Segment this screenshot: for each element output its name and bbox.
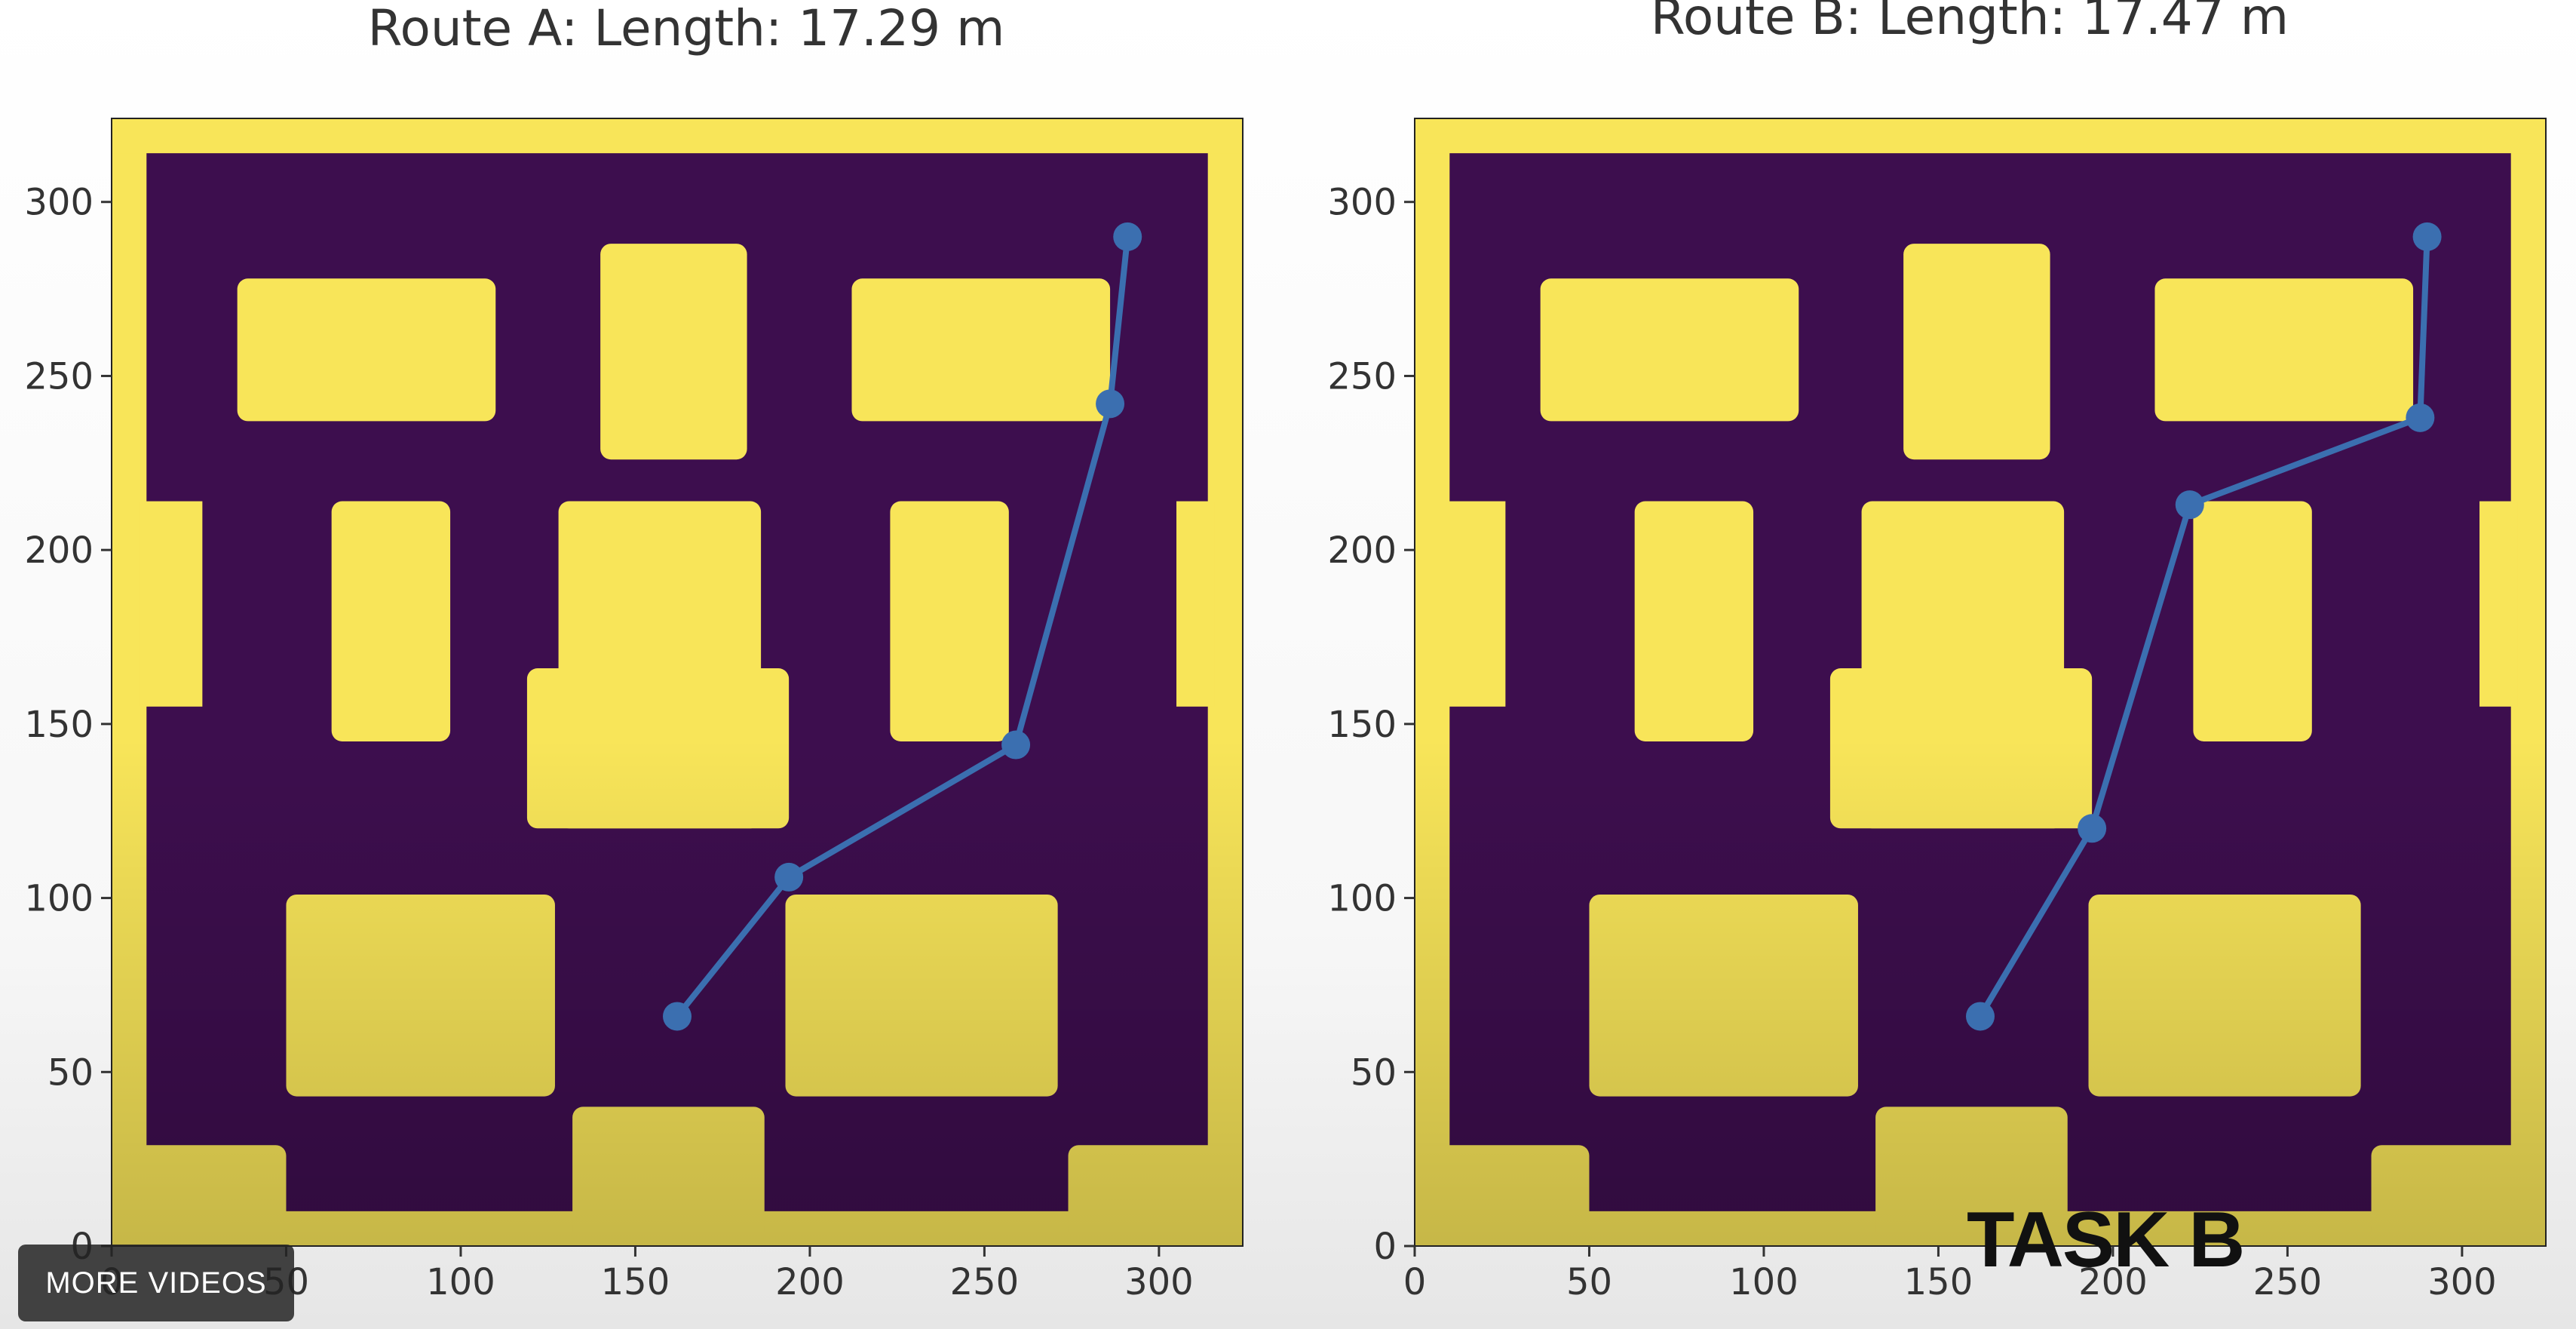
- task-label: TASK B: [1967, 1196, 2245, 1284]
- x-tick-label: 150: [1904, 1261, 1973, 1303]
- y-tick-label: 200: [24, 529, 94, 572]
- route-waypoint: [663, 1002, 692, 1031]
- route-waypoint: [2175, 490, 2204, 520]
- x-tick-label: 300: [1124, 1261, 1194, 1303]
- y-tick-label: 250: [24, 355, 94, 397]
- y-tick-label: 100: [1327, 878, 1397, 920]
- axes-frame: [1414, 118, 2547, 1247]
- route-waypoint: [774, 862, 804, 892]
- y-tick-label: 300: [24, 182, 94, 224]
- route-waypoint: [1001, 730, 1031, 760]
- chart-title: Route B: Length: 17.47 m: [1651, 0, 2289, 46]
- y-tick-label: 100: [24, 878, 94, 920]
- y-tick-label: 300: [1327, 182, 1397, 224]
- x-tick-label: 100: [426, 1261, 495, 1303]
- chart-panel-a: Route A: Length: 17.29 m0501001502002503…: [24, 0, 1244, 1303]
- route-waypoint: [1096, 389, 1125, 419]
- y-tick-label: 150: [1327, 704, 1397, 746]
- x-tick-label: 300: [2427, 1261, 2497, 1303]
- x-tick-label: 200: [2078, 1261, 2148, 1303]
- x-tick-label: 100: [1729, 1261, 1799, 1303]
- route-waypoint: [2412, 222, 2442, 251]
- route-waypoint: [1966, 1002, 1995, 1031]
- axes-frame: [111, 118, 1244, 1247]
- y-tick-label: 150: [24, 704, 94, 746]
- route-waypoint: [1113, 222, 1142, 251]
- y-tick-label: 200: [1327, 529, 1397, 572]
- shading-overlay: [112, 118, 1243, 1246]
- more-videos-button[interactable]: MORE VIDEOS: [18, 1245, 294, 1321]
- x-tick-label: 150: [601, 1261, 670, 1303]
- route-waypoint: [2406, 403, 2435, 432]
- y-tick-label: 50: [1351, 1051, 1397, 1094]
- shading-overlay: [1415, 118, 2546, 1246]
- y-tick-label: 250: [1327, 355, 1397, 397]
- chart-title: Route A: Length: 17.29 m: [368, 0, 1005, 57]
- x-tick-label: 250: [2253, 1261, 2323, 1303]
- route-waypoint: [2078, 814, 2107, 843]
- x-tick-label: 0: [1403, 1261, 1427, 1303]
- x-tick-label: 50: [1566, 1261, 1612, 1303]
- chart-panel-b: Route B: Length: 17.47 m 0 50 100 150 200 250 3…: [1327, 0, 2547, 1303]
- y-tick-label: 50: [48, 1051, 94, 1094]
- x-tick-label: 200: [775, 1261, 845, 1303]
- y-tick-label: 0: [1373, 1226, 1397, 1268]
- x-tick-label: 250: [950, 1261, 1020, 1303]
